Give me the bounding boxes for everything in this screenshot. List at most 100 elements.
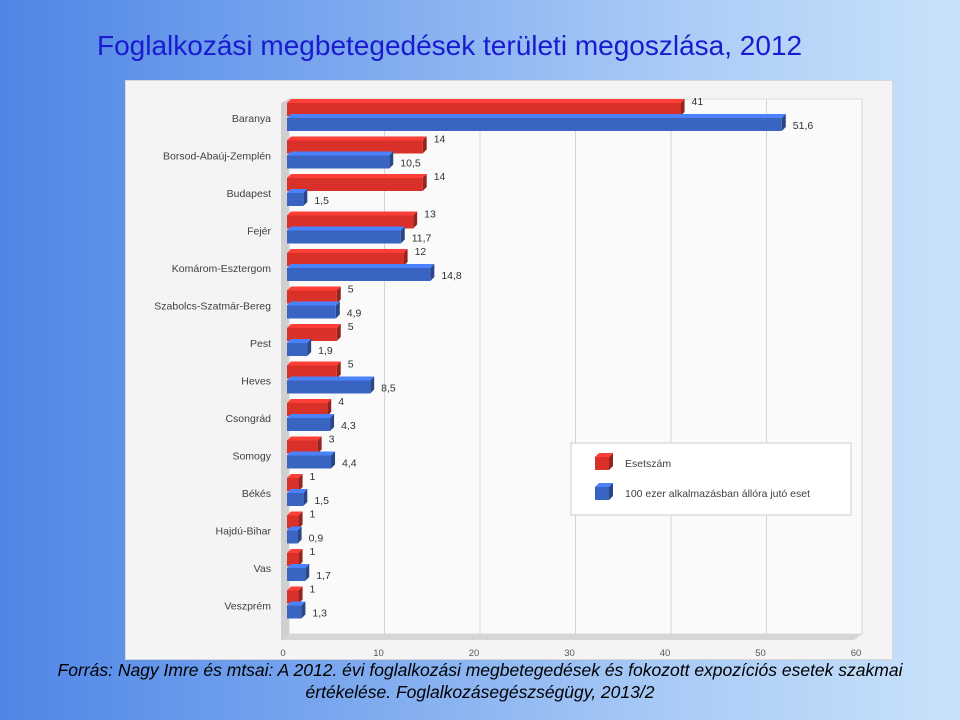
bar-esetszam-top: [287, 324, 341, 328]
bar-per100k-top: [287, 564, 310, 568]
source-citation-line2: értékelése. Foglalkozásegészségügy, 2013…: [305, 682, 655, 702]
data-label-esetszam: 1: [310, 546, 316, 558]
category-label: Fejér: [247, 226, 271, 238]
bar-esetszam-side: [336, 324, 341, 341]
bar-esetszam-top: [287, 511, 303, 516]
bar-esetszam-side: [422, 174, 427, 191]
bar-per100k-top: [287, 151, 394, 156]
category-label: Komárom-Esztergom: [172, 263, 271, 275]
bar-per100k-side: [335, 301, 340, 319]
x-tick-label: 10: [373, 648, 384, 659]
bar-per100k-side: [303, 189, 308, 206]
bar-per100k-side: [305, 564, 310, 581]
data-label-esetszam: 4: [338, 396, 344, 408]
source-citation-line1: Forrás: Nagy Imre és mtsai: A 2012. évi …: [57, 660, 903, 680]
data-label-esetszam: 5: [348, 321, 354, 333]
bar-per100k-top: [287, 414, 335, 418]
category-label: Vas: [254, 563, 271, 575]
bar-per100k-top: [287, 301, 340, 306]
legend-box: [570, 442, 852, 516]
bar-esetszam-top: [287, 361, 341, 366]
bar-per100k-top: [287, 376, 375, 381]
data-label-per100k: 4,9: [347, 308, 362, 320]
data-label-esetszam: 5: [348, 359, 354, 371]
data-label-per100k: 0,9: [309, 533, 324, 545]
chart-panel: 0 10 20 30 40 50 60 Baranya 41 51,6 Borsod-Abaúj-Z…: [125, 80, 893, 660]
bar-per100k: [287, 268, 431, 281]
data-label-per100k: 14,8: [441, 270, 462, 282]
bar-esetszam: [287, 140, 423, 154]
data-label-esetszam: 3: [329, 434, 335, 446]
bar-per100k-side: [400, 226, 405, 244]
bar-per100k-top: [287, 489, 308, 493]
data-label-esetszam: 13: [424, 209, 436, 221]
bar-esetszam-side: [298, 474, 303, 491]
bar-per100k-top: [287, 226, 405, 231]
category-label: Békés: [242, 488, 271, 500]
bar-chart: 0 10 20 30 40 50 60Baranya4151,6Borsod-Abaúj-Z…: [154, 96, 863, 659]
category-label: Szabolcs-Szatmár-Bereg: [154, 301, 271, 313]
bar-esetszam-side: [403, 249, 408, 266]
category-label: Borsod-Abaúj-Zemplén: [163, 151, 271, 163]
data-label-per100k: 8,5: [381, 383, 396, 395]
bar-per100k-top: [287, 451, 336, 456]
bar-per100k-top: [287, 601, 306, 606]
slide-title: Foglalkozási megbetegedések területi meg…: [97, 30, 803, 61]
legend-label: Esetszám: [625, 458, 671, 470]
bar-esetszam-side: [413, 211, 418, 229]
data-label-per100k: 10,5: [400, 158, 421, 170]
data-label-esetszam: 1: [310, 471, 316, 483]
bar-esetszam-top: [287, 99, 685, 103]
bar-esetszam-top: [287, 586, 303, 591]
legend-swatch-side: [609, 453, 613, 470]
bar-esetszam: [287, 515, 299, 529]
bar-esetszam-side: [298, 586, 303, 604]
bar-per100k: [287, 380, 371, 394]
bar-esetszam-side: [680, 99, 685, 116]
bar-esetszam-top: [287, 174, 427, 178]
data-label-per100k: 11,7: [412, 233, 432, 245]
bar-esetszam-top: [287, 474, 303, 478]
data-label-per100k: 1,3: [312, 608, 327, 620]
bar-esetszam: [287, 328, 337, 341]
data-label-per100k: 4,4: [342, 458, 357, 470]
bar-per100k-top: [287, 114, 786, 118]
category-label: Baranya: [232, 113, 271, 125]
data-label-per100k: 4,3: [341, 420, 356, 432]
legend-swatch-top: [595, 483, 613, 487]
bar-esetszam-side: [422, 136, 427, 154]
bar-esetszam-top: [287, 399, 332, 403]
bar-esetszam-top: [287, 549, 303, 553]
bar-per100k: [287, 155, 390, 169]
bar-per100k-top: [287, 264, 435, 268]
bar-esetszam-side: [336, 361, 341, 379]
bar-per100k: [287, 493, 304, 506]
bar-per100k-side: [297, 526, 302, 544]
bar-per100k-side: [331, 451, 336, 469]
plot-floor: [281, 634, 862, 640]
data-label-per100k: 1,5: [314, 495, 329, 507]
data-label-per100k: 1,7: [316, 570, 331, 582]
bar-esetszam-top: [287, 249, 408, 253]
bar-per100k: [287, 605, 302, 619]
bar-esetszam: [287, 103, 681, 116]
bar-esetszam-side: [317, 436, 322, 454]
category-label: Heves: [241, 376, 271, 388]
category-label: Somogy: [232, 451, 271, 463]
bar-esetszam: [287, 215, 414, 229]
data-label-esetszam: 41: [692, 96, 704, 108]
legend-swatch-esetszam: [595, 457, 609, 470]
data-label-per100k: 1,9: [318, 345, 333, 357]
bar-esetszam: [287, 178, 423, 191]
bar-per100k: [287, 343, 308, 356]
bar-per100k-side: [307, 339, 312, 356]
category-label: Veszprém: [224, 601, 271, 613]
data-label-esetszam: 14: [434, 134, 446, 146]
bar-per100k: [287, 230, 401, 244]
bar-esetszam-top: [287, 286, 341, 291]
bar-esetszam-side: [327, 399, 332, 416]
source-citation: Forrás: Nagy Imre és mtsai: A 2012. évi …: [0, 659, 960, 703]
bar-esetszam-side: [336, 286, 341, 304]
data-label-esetszam: 1: [310, 509, 316, 521]
bar-per100k: [287, 530, 298, 544]
